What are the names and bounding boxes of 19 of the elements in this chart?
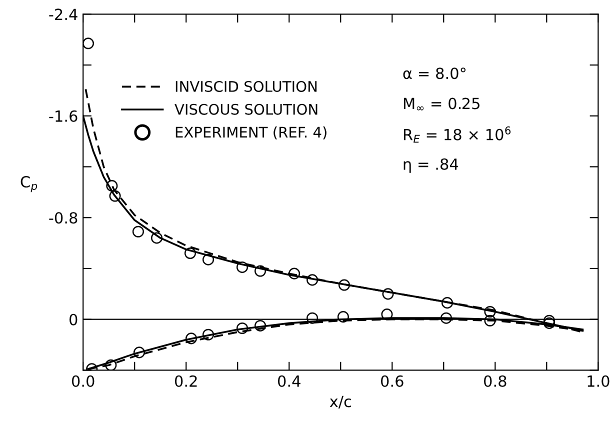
y-tick-label: 0 [70, 314, 78, 326]
x-tick-label: 0.4 [278, 375, 300, 387]
x-tick-label: 1.0 [588, 375, 610, 387]
annotation: η = .84 [404, 158, 458, 173]
legend-label: EXPERIMENT (REF. 4) [176, 126, 326, 140]
y-tick-label: -0.8 [49, 212, 78, 224]
x-tick-label: 0.0 [72, 375, 94, 387]
legend-label: VISCOUS SOLUTION [174, 104, 318, 115]
legend-label: INVISCID SOLUTION [176, 80, 317, 92]
x-axis-title: x/c [330, 396, 351, 408]
x-tick-label: 0.6 [381, 375, 404, 387]
y-tick-label: -2.4 [49, 8, 78, 20]
annotation: M$_{∞}$ = 0.25 [404, 98, 480, 110]
y-tick-label: -1.6 [49, 110, 78, 122]
x-tick-label: 0.8 [484, 375, 506, 387]
annotation: α = 8.0° [403, 68, 466, 80]
annotation: R$_{E}$ = 18 × 10$^{6}$ [404, 126, 511, 143]
y-axis-title: C$_{p}$ [20, 176, 38, 192]
x-tick-label: 0.2 [174, 375, 197, 387]
